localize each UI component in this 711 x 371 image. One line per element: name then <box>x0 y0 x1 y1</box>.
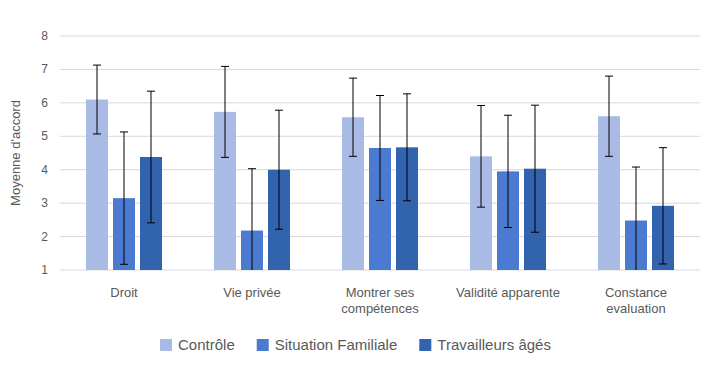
error-bar <box>376 96 384 201</box>
y-tick-label: 8 <box>41 29 48 43</box>
plot-area <box>86 65 674 270</box>
y-tick-label: 4 <box>41 163 48 177</box>
error-bar <box>120 132 128 264</box>
error-bar <box>403 94 411 201</box>
error-bar <box>659 148 667 264</box>
y-tick-label: 5 <box>41 129 48 143</box>
legend-label: Situation Familiale <box>275 336 398 353</box>
grid-line <box>60 69 700 70</box>
error-bar <box>275 110 283 229</box>
error-bar <box>477 106 485 208</box>
legend-label: Travailleurs âgés <box>437 336 551 353</box>
x-tick-label: Vie privée <box>223 285 281 300</box>
legend-swatch <box>419 339 431 351</box>
y-tick-label: 6 <box>41 96 48 110</box>
legend-swatch <box>160 339 172 351</box>
x-tick-label: Montrer sescompétences <box>341 285 419 316</box>
y-tick-label: 7 <box>41 62 48 76</box>
x-tick-label: Validité apparente <box>456 285 560 300</box>
legend-label: Contrôle <box>178 336 235 353</box>
grid-line <box>60 36 700 37</box>
error-bar <box>531 105 539 232</box>
y-tick-label: 2 <box>41 230 48 244</box>
x-tick-label: Constanceevaluation <box>605 285 667 316</box>
legend-swatch <box>257 339 269 351</box>
error-bar <box>93 65 101 134</box>
error-bar <box>632 167 640 270</box>
y-axis-title: Moyenne d'accord <box>8 100 23 206</box>
error-bar <box>248 169 256 270</box>
error-bar <box>504 115 512 227</box>
y-tick-label: 3 <box>41 196 48 210</box>
error-bar <box>147 91 155 223</box>
y-tick-label: 1 <box>41 263 48 277</box>
x-tick-label: Droit <box>110 285 138 300</box>
error-bar <box>349 78 357 156</box>
chart: 1 2 3 4 5 6 7 8 Moyenne d'accord Droit Vie privée M… <box>0 0 711 371</box>
legend: Contrôle Situation Familiale Travailleurs … <box>160 336 551 353</box>
error-bar <box>221 66 229 157</box>
error-bar <box>605 76 613 156</box>
